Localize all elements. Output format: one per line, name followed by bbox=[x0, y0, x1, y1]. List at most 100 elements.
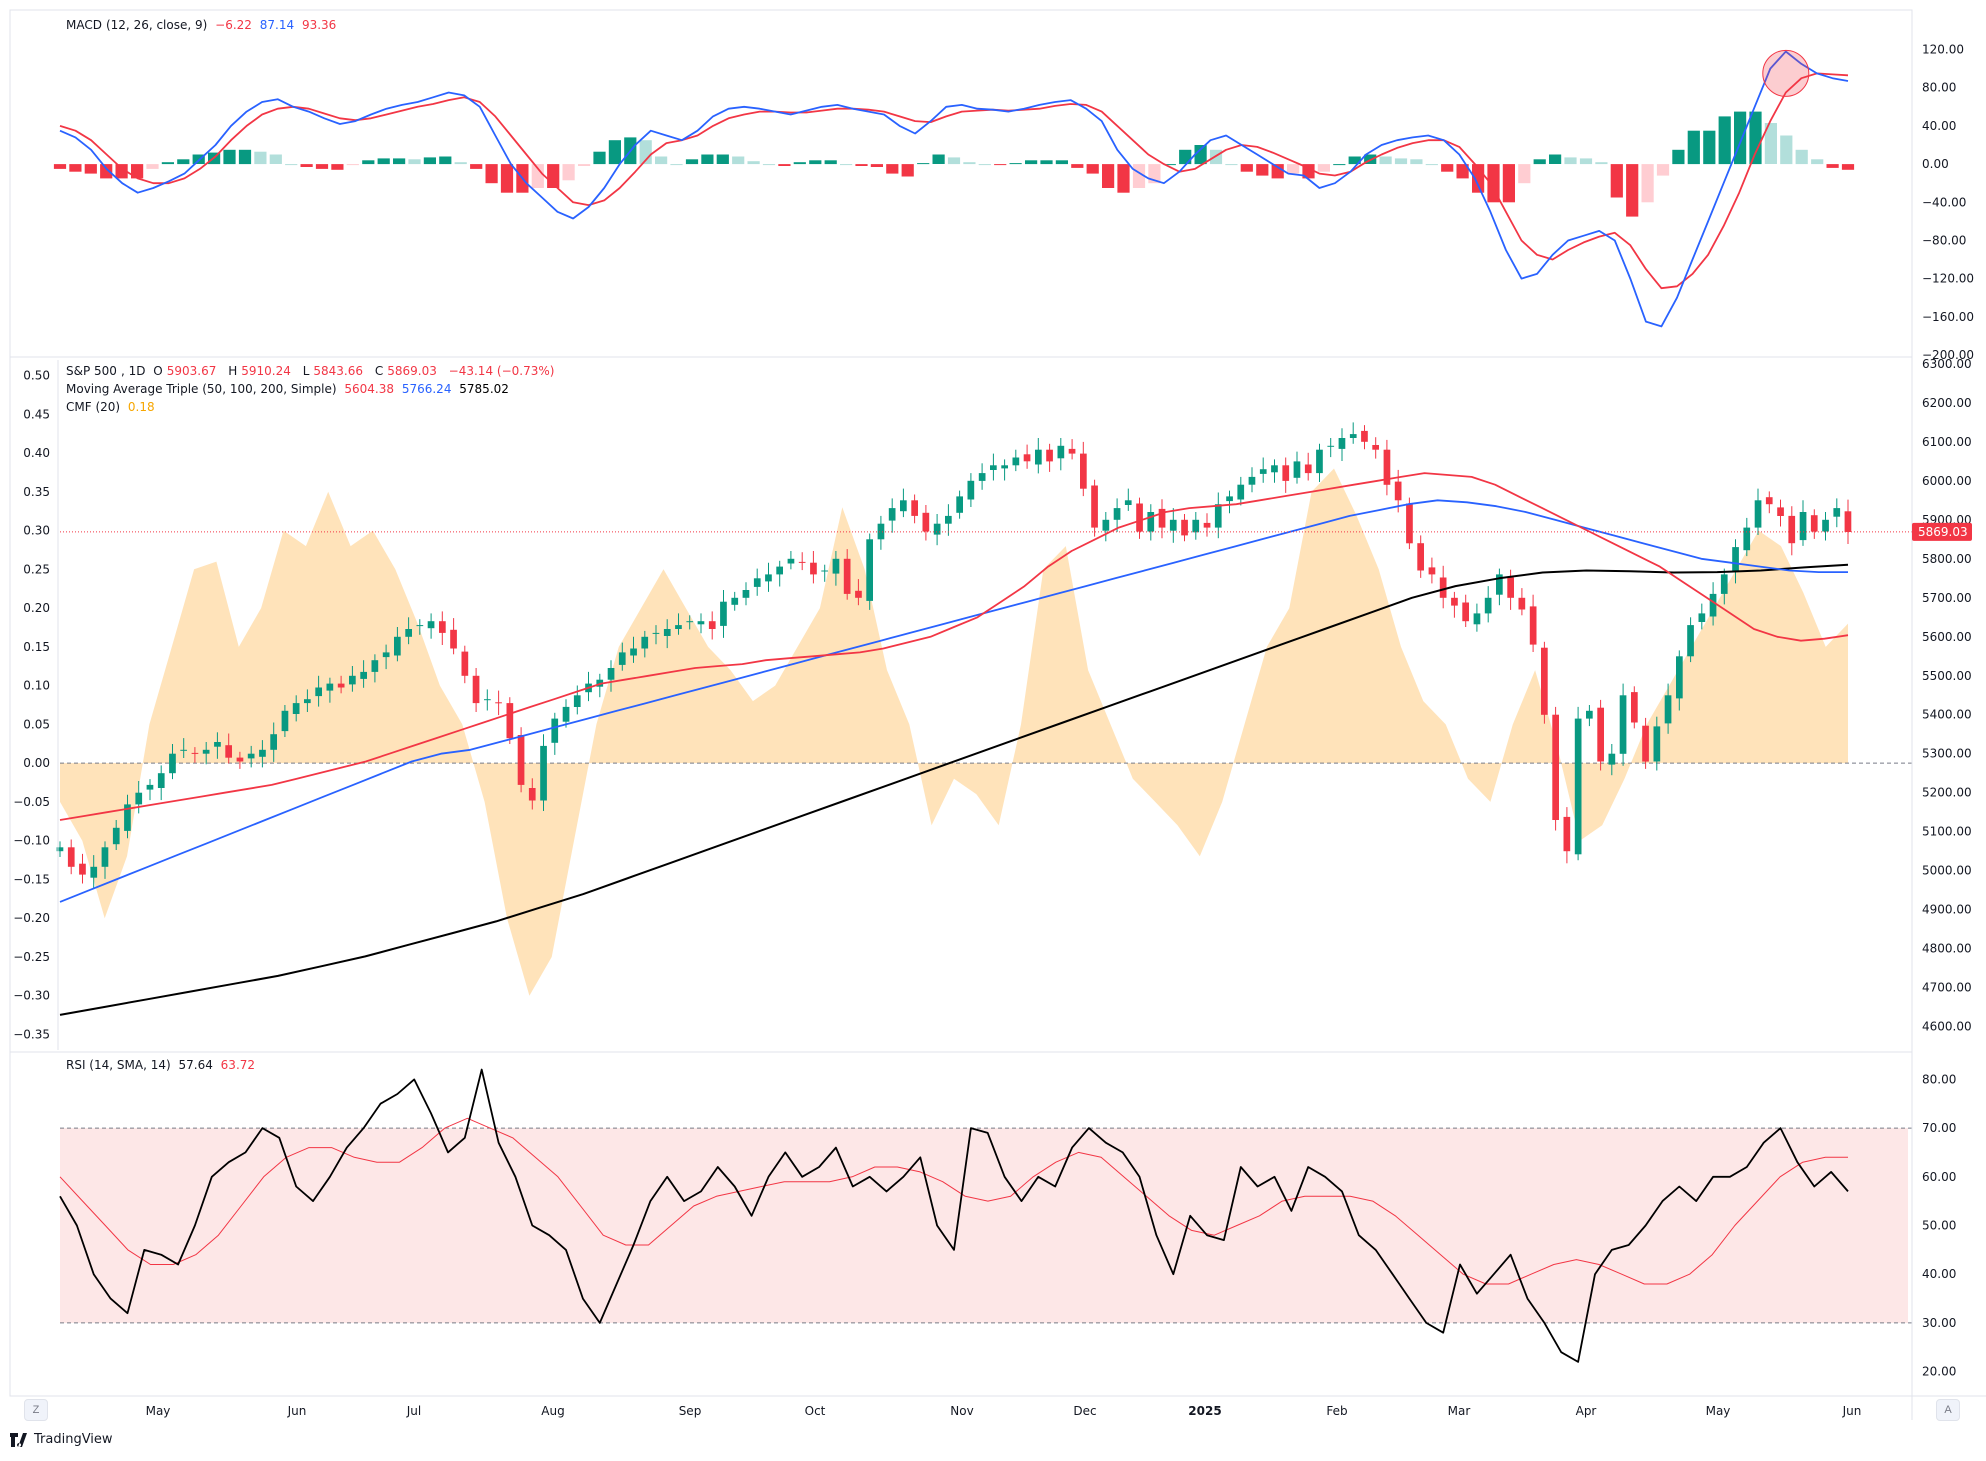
candle-body bbox=[1327, 445, 1335, 447]
macd-tick-label: −120.00 bbox=[1922, 272, 1974, 286]
candle-body bbox=[1124, 500, 1132, 505]
candle-body bbox=[855, 590, 862, 598]
low-label: L bbox=[302, 364, 310, 378]
rsi-band bbox=[60, 1128, 1908, 1323]
macd-histogram-bar bbox=[978, 164, 991, 166]
macd-histogram-bar bbox=[1256, 164, 1269, 176]
rsi-legend: RSI (14, SMA, 14) 57.64 63.72 bbox=[66, 1058, 259, 1072]
price-tick-label: 4800.00 bbox=[1922, 942, 1972, 956]
rsi-tick-label: 80.00 bbox=[1922, 1072, 1956, 1086]
price-tick-label: 5600.00 bbox=[1922, 630, 1972, 644]
macd-histogram-bar bbox=[578, 164, 591, 166]
candle-body bbox=[1293, 461, 1301, 478]
candle-body bbox=[439, 621, 446, 633]
auto-scale-button[interactable]: A bbox=[1936, 1399, 1960, 1421]
macd-histogram-bar bbox=[1348, 156, 1361, 165]
candle-body bbox=[1338, 438, 1346, 449]
macd-histogram-bar bbox=[1317, 164, 1330, 172]
macd-histogram-bar bbox=[1009, 163, 1022, 165]
cmf-tick-label: 0.45 bbox=[23, 407, 50, 421]
candle-body bbox=[1203, 522, 1211, 528]
candle-body bbox=[135, 792, 143, 805]
zoom-button[interactable]: Z bbox=[24, 1399, 48, 1421]
cmf-value: 0.18 bbox=[127, 400, 155, 414]
candle-body bbox=[675, 625, 682, 629]
cmf-tick-label: −0.30 bbox=[13, 989, 50, 1003]
macd-histogram-bar bbox=[639, 140, 652, 165]
macd-histogram-bar bbox=[1672, 149, 1685, 165]
time-axis-label: Aug bbox=[541, 1404, 564, 1418]
macd-histogram-bar bbox=[1287, 164, 1300, 174]
candle-body bbox=[1406, 503, 1413, 544]
symbol-name: S&P 500 bbox=[66, 364, 117, 378]
candle-body bbox=[101, 847, 109, 867]
candle-body bbox=[270, 734, 277, 750]
cmf-tick-label: −0.15 bbox=[13, 872, 50, 886]
macd-params: (12, 26, close, 9) bbox=[105, 18, 208, 32]
rsi-pane[interactable] bbox=[59, 1068, 1912, 1363]
macd-histogram-bar bbox=[608, 140, 621, 165]
candle-body bbox=[450, 629, 457, 649]
macd-histogram-bar bbox=[393, 158, 406, 165]
rsi-label: RSI (14, SMA, 14) bbox=[66, 1058, 171, 1072]
candle-body bbox=[1552, 714, 1559, 820]
interval: 1D bbox=[128, 364, 146, 378]
candle-body bbox=[495, 702, 502, 704]
cmf-tick-label: 0.35 bbox=[23, 485, 50, 499]
cmf-label: CMF (20) bbox=[66, 400, 121, 414]
macd-histogram-bar bbox=[1163, 164, 1176, 166]
candle-body bbox=[281, 710, 289, 732]
macd-histogram-bar bbox=[69, 164, 82, 172]
macd-histogram-bar bbox=[177, 159, 190, 165]
candle-body bbox=[1304, 464, 1312, 474]
macd-histogram-bar bbox=[423, 157, 436, 165]
candle-body bbox=[1259, 469, 1267, 474]
macd-histogram-bar bbox=[1795, 149, 1808, 165]
macd-histogram-bar bbox=[963, 162, 976, 165]
price-tick-label: 5800.00 bbox=[1922, 552, 1972, 566]
price-pane[interactable] bbox=[56, 422, 1912, 1016]
candle-body bbox=[169, 753, 176, 774]
tradingview-logo[interactable]: TradingView bbox=[10, 1432, 113, 1447]
macd-histogram-bar bbox=[285, 164, 298, 166]
candle-body bbox=[742, 590, 750, 598]
macd-histogram-bar bbox=[1610, 164, 1623, 198]
candle-body bbox=[1529, 606, 1537, 645]
macd-value: 87.14 bbox=[259, 18, 295, 32]
macd-histogram-bar bbox=[824, 160, 837, 165]
macd-histogram-bar bbox=[809, 160, 822, 165]
candle-body bbox=[888, 508, 896, 521]
candle-body bbox=[810, 562, 817, 575]
crossover-highlight bbox=[1762, 49, 1810, 97]
candle-body bbox=[146, 784, 154, 790]
price-tick-label: 5000.00 bbox=[1922, 864, 1972, 878]
candle-body bbox=[259, 749, 266, 757]
macd-histogram-bar bbox=[346, 164, 359, 166]
macd-hist-value: −6.22 bbox=[215, 18, 252, 32]
macd-pane[interactable] bbox=[53, 49, 1855, 328]
macd-tick-label: −160.00 bbox=[1922, 310, 1974, 324]
macd-tick-label: −40.00 bbox=[1922, 195, 1966, 209]
macd-histogram-bar bbox=[1456, 164, 1469, 179]
candle-body bbox=[1698, 613, 1706, 622]
branding-text: TradingView bbox=[34, 1432, 113, 1447]
cmf-tick-label: 0.05 bbox=[23, 717, 50, 731]
macd-histogram-bar bbox=[269, 154, 282, 164]
candle-body bbox=[1619, 695, 1627, 754]
high-label: H bbox=[228, 364, 238, 378]
candle-body bbox=[1091, 485, 1098, 528]
candle-body bbox=[1158, 508, 1166, 528]
macd-histogram-bar bbox=[994, 164, 1007, 166]
macd-histogram-bar bbox=[1271, 164, 1284, 179]
candle-body bbox=[112, 827, 120, 845]
candle-body bbox=[1316, 449, 1323, 474]
candle-body bbox=[371, 660, 379, 672]
macd-histogram-bar bbox=[146, 164, 159, 169]
candle-body bbox=[1586, 710, 1593, 719]
time-axis-label: Apr bbox=[1576, 1404, 1597, 1418]
cmf-area bbox=[60, 468, 1848, 996]
candle-body bbox=[1080, 453, 1087, 489]
macd-histogram-bar bbox=[1641, 164, 1654, 203]
candle-body bbox=[607, 668, 615, 680]
